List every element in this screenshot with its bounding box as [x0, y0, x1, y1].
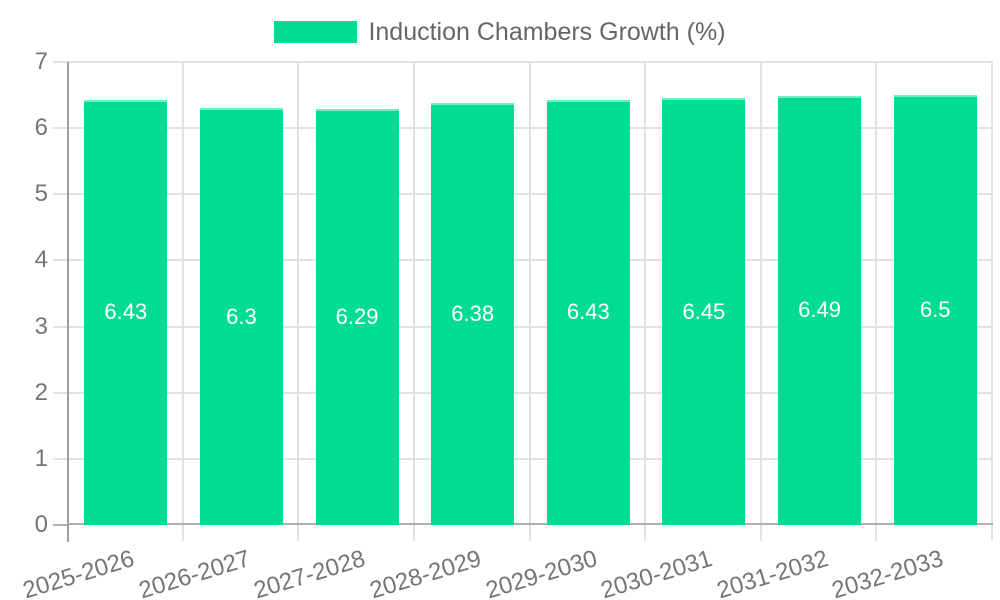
gridline-horizontal	[68, 325, 993, 328]
y-axis-label: 3	[34, 312, 48, 340]
gridline-horizontal	[68, 457, 993, 460]
y-axis-tick	[53, 193, 68, 196]
legend-swatch	[274, 21, 358, 43]
x-axis-label: 2032-2033	[829, 545, 947, 600]
gridline-vertical	[297, 62, 300, 523]
y-axis-tick	[53, 457, 68, 460]
bar-value-label: 6.49	[798, 297, 841, 323]
x-axis-label: 2027-2028	[251, 545, 369, 600]
x-axis-line	[68, 523, 993, 525]
y-axis-tick	[53, 391, 68, 394]
gridline-vertical	[412, 62, 415, 523]
chart-legend[interactable]: Induction Chambers Growth (%)	[0, 18, 1000, 46]
gridline-vertical	[528, 62, 531, 523]
y-axis-tick	[53, 61, 68, 63]
bar-value-label: 6.45	[682, 298, 726, 324]
x-axis-tick	[644, 525, 647, 541]
y-axis-label: 0	[34, 511, 48, 538]
x-axis-tick	[991, 525, 993, 541]
x-axis-tick	[875, 525, 878, 541]
y-axis-tick	[53, 259, 68, 262]
bar-value-label: 6.43	[566, 299, 610, 325]
x-axis-tick	[181, 525, 184, 541]
bar-value-label: 6.5	[919, 297, 951, 322]
y-axis-label: 2	[34, 378, 48, 406]
gridline-vertical	[759, 62, 762, 523]
y-axis-label: 5	[34, 180, 48, 208]
bar[interactable]	[199, 108, 283, 525]
y-axis-label: 6	[34, 114, 48, 142]
plot-area: 6.43 6.3 6.29 6.38 6.43 6.45 6.49 6.5	[53, 61, 993, 542]
bar-value-label: 6.3	[226, 303, 257, 329]
bar[interactable]	[315, 109, 399, 525]
bar[interactable]	[431, 103, 515, 525]
x-axis-label: 2028-2029	[366, 545, 485, 600]
gridline-horizontal	[68, 193, 993, 196]
gridline-horizontal	[68, 127, 993, 130]
gridline-horizontal	[68, 259, 993, 262]
x-axis-tick	[528, 525, 531, 541]
y-axis-label: 7	[34, 48, 48, 75]
bar[interactable]	[893, 95, 977, 525]
x-axis-tick	[759, 525, 762, 541]
y-axis-tick	[53, 127, 68, 130]
gridline-horizontal	[68, 61, 993, 63]
y-axis-label: 1	[34, 444, 48, 472]
bar[interactable]	[778, 95, 862, 525]
x-axis-label: 2031-2032	[713, 545, 832, 600]
y-axis-label: 4	[34, 246, 48, 274]
bar[interactable]	[662, 98, 746, 525]
y-axis-tick	[53, 524, 68, 526]
x-axis-label: 2026-2027	[135, 545, 253, 600]
bar[interactable]	[546, 99, 630, 525]
bar[interactable]	[84, 99, 168, 525]
gridline-vertical	[644, 62, 647, 523]
x-axis-label: 2025-2026	[19, 545, 138, 600]
bar-value-label: 6.29	[335, 304, 379, 329]
gridline-vertical	[875, 62, 878, 523]
gridline-vertical	[181, 62, 184, 523]
bar-value-label: 6.43	[104, 299, 148, 325]
x-axis-label: 2030-2031	[597, 545, 716, 600]
x-axis-tick	[297, 525, 300, 541]
x-axis-label: 2029-2030	[482, 545, 600, 600]
gridline-vertical	[991, 62, 993, 523]
y-axis-line	[67, 62, 69, 542]
bar-value-label: 6.38	[451, 301, 495, 326]
gridline-horizontal	[68, 391, 993, 394]
legend-label: Induction Chambers Growth (%)	[368, 18, 726, 46]
y-axis-tick	[53, 325, 68, 328]
x-axis-tick	[412, 525, 415, 541]
